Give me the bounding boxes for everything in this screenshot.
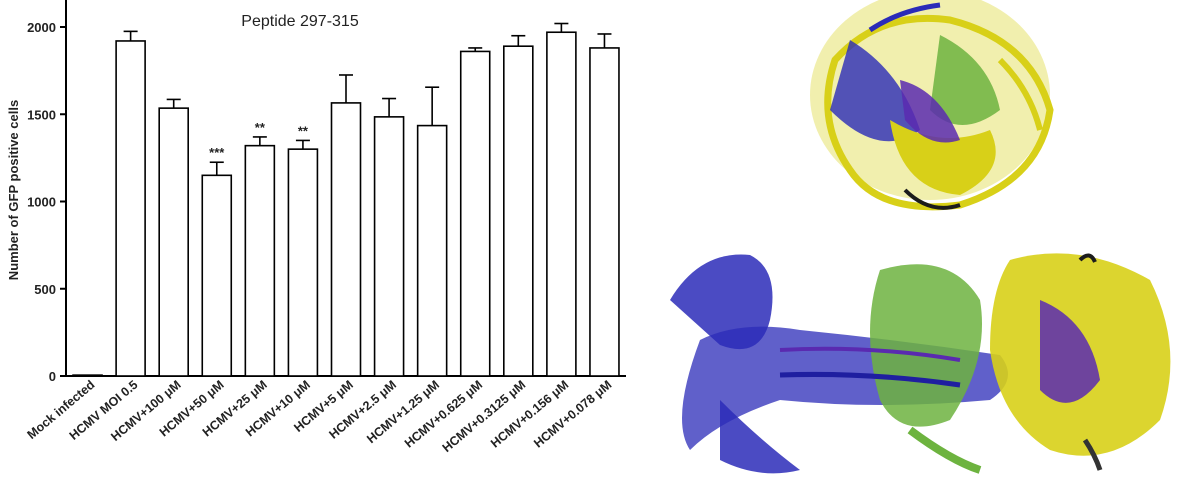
bar [287,148,319,377]
bar [503,45,534,377]
bar [330,102,362,377]
bar [158,107,189,377]
bar [416,124,448,377]
bar-chart: Peptide 297-315 Number of GFP positive c… [6,0,626,455]
y-tick-label: 2000 [27,20,56,35]
x-tick-label: HCMV+0.625 μM [402,378,485,451]
x-tick-label: HCMV+0.078 μM [531,378,614,451]
bar [72,374,103,377]
significance-marker: ** [255,120,266,135]
protein-structure-side-view [670,253,1171,474]
significance-marker: ** [298,123,309,138]
y-axis-ticks: 0 500 1000 1500 2000 [27,20,66,384]
x-tick-label: HCMV+1.25 μM [364,378,442,447]
bar [244,144,276,377]
bar [546,31,577,377]
chart-title: Peptide 297-315 [241,13,359,30]
significance-marker: *** [209,145,225,160]
bar [115,40,146,377]
y-tick-label: 500 [34,282,56,297]
y-axis-label: Number of GFP positive cells [6,100,21,280]
x-tick-label: HCMV+0.156 μM [488,378,571,451]
bar [201,174,233,377]
y-tick-label: 0 [49,369,56,384]
bars: ***** ** [72,22,620,377]
bar [373,116,405,377]
bar [459,50,491,377]
y-tick-label: 1000 [27,195,56,210]
y-tick-label: 1500 [27,107,56,122]
protein-structure-top-view [810,0,1054,211]
bar [589,47,620,377]
